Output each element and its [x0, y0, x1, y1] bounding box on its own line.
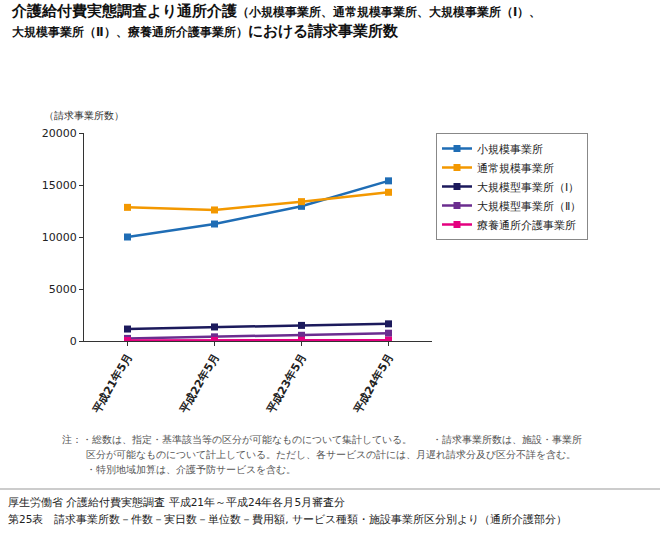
svg-text:第25表 請求事業所数－件数－実日数－単位数－費用額, サー: 第25表 請求事業所数－件数－実日数－単位数－費用額, サービス種類・施設事業所…	[8, 513, 567, 525]
svg-text:5000: 5000	[49, 283, 77, 296]
svg-text:15000: 15000	[42, 179, 77, 192]
svg-text:小規模事業所: 小規模事業所	[477, 143, 543, 156]
svg-text:注：・総数は、指定・基準該当等の区分が可能なものについて集計: 注：・総数は、指定・基準該当等の区分が可能なものについて集計している。 ・請求事…	[62, 434, 582, 445]
svg-text:大規模型事業所（Ⅱ）: 大規模型事業所（Ⅱ）	[477, 200, 581, 213]
svg-text:（請求事業所数）: （請求事業所数）	[44, 110, 124, 121]
svg-text:平成23年5月: 平成23年5月	[264, 351, 309, 416]
svg-text:平成21年5月: 平成21年5月	[90, 351, 135, 416]
svg-text:平成22年5月: 平成22年5月	[177, 351, 222, 416]
svg-text:大規模型事業所（Ⅰ）: 大規模型事業所（Ⅰ）	[477, 181, 579, 194]
svg-text:・特別地域加算は、介護予防サービスを含む。: ・特別地域加算は、介護予防サービスを含む。	[86, 464, 296, 475]
svg-text:0: 0	[70, 335, 77, 348]
svg-text:10000: 10000	[42, 231, 77, 244]
svg-text:介護給付費実態調査より通所介護（小規模事業所、通常規模事業所: 介護給付費実態調査より通所介護（小規模事業所、通常規模事業所、大規模事業所（Ⅰ）…	[11, 2, 541, 40]
svg-text:20000: 20000	[42, 127, 77, 140]
svg-text:区分が可能なものについて計上している。ただし、各サービスの計: 区分が可能なものについて計上している。ただし、各サービスの計には、月遅れ請求分及…	[86, 449, 576, 460]
svg-text:平成24年5月: 平成24年5月	[351, 351, 396, 416]
svg-text:厚生労働省 介護給付費実態調査 平成21年～平成24年各月5: 厚生労働省 介護給付費実態調査 平成21年～平成24年各月5月審査分	[8, 496, 345, 508]
svg-text:療養通所介護事業所: 療養通所介護事業所	[477, 219, 576, 232]
svg-text:通常規模事業所: 通常規模事業所	[477, 162, 554, 175]
